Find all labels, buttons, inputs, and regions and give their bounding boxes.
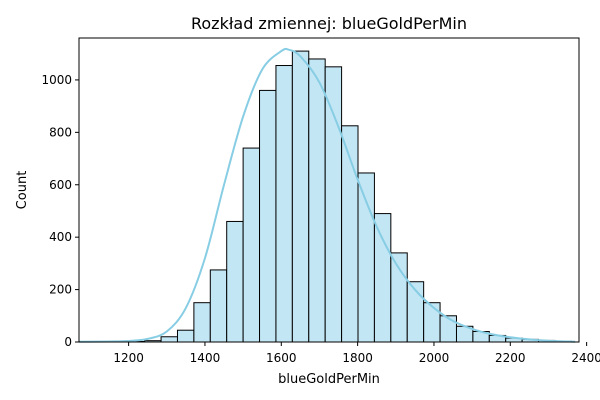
chart-title: Rozkład zmiennej: blueGoldPerMin	[191, 14, 467, 33]
x-tick-label: 2000	[419, 351, 450, 365]
histogram-bar	[193, 302, 211, 343]
histogram-bar	[373, 213, 392, 343]
y-tick-label: 600	[49, 178, 72, 192]
x-tick-label: 1200	[113, 351, 144, 365]
y-tick-label: 0	[64, 335, 72, 349]
y-axis-label: Count	[15, 171, 30, 210]
x-axis-ticks: 1200 1400 1600 1800 2000 2200 2400	[113, 342, 600, 365]
histogram-bar	[357, 172, 375, 343]
y-axis-ticks: 0 200 400 600 800 1000	[41, 73, 79, 349]
x-axis-label: blueGoldPerMin	[278, 372, 380, 387]
plot-frame	[78, 37, 580, 343]
x-tick-label: 1600	[266, 351, 297, 365]
histogram-bar	[423, 302, 441, 343]
histogram-bar	[291, 50, 310, 343]
histogram-bar	[390, 252, 408, 343]
x-tick-label: 2400	[571, 351, 600, 365]
histogram-bar	[176, 329, 195, 343]
y-tick-label: 1000	[41, 73, 72, 87]
x-tick-label: 1800	[342, 351, 373, 365]
x-tick-label: 1400	[190, 351, 221, 365]
histogram-bar	[275, 65, 293, 343]
histogram-bar	[308, 58, 326, 343]
histogram-bar	[160, 336, 178, 343]
histogram-bar	[259, 89, 277, 343]
y-tick-label: 800	[49, 125, 72, 139]
histogram-bar	[226, 220, 244, 343]
x-tick-label: 2200	[495, 351, 526, 365]
histogram-bar	[439, 315, 457, 343]
y-tick-label: 400	[49, 230, 72, 244]
kde-curve	[78, 47, 576, 343]
histogram-bar	[209, 269, 228, 343]
histogram-bar	[324, 66, 343, 343]
histogram-bar	[242, 147, 261, 343]
y-tick-label: 200	[49, 283, 72, 297]
